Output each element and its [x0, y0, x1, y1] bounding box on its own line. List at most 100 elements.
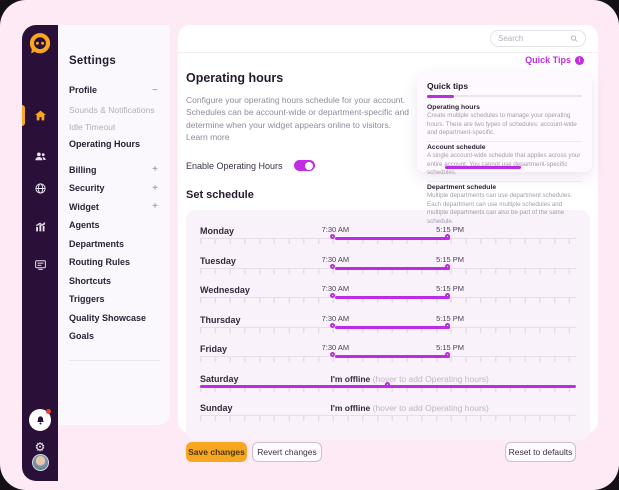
- schedule-row-friday: Friday 7:30 AM 5:15 PM: [200, 341, 576, 371]
- quick-tips-panel: Quick tips Operating hours Create multipl…: [417, 72, 592, 225]
- day-label: Friday: [200, 344, 228, 355]
- sidebar-subitems: Sounds & Notifications Idle Timeout Operat…: [69, 102, 160, 153]
- quick-tips-sections: Operating hours Create multiple schedules…: [427, 102, 582, 230]
- sidebar-item-label: Billing: [69, 164, 97, 175]
- quick-tips-scrollbar[interactable]: [445, 165, 521, 169]
- schedule-row-monday: Monday 7:30 AM 5:15 PM: [200, 223, 576, 253]
- quick-tips-link[interactable]: Quick Tips i: [525, 55, 584, 65]
- tip-body: A single account-wide schedule that appl…: [427, 152, 581, 177]
- tip-title: Department schedule: [427, 184, 497, 192]
- sidebar-subitem-operating-hours[interactable]: Operating Hours: [69, 139, 141, 149]
- expand-toggle-icon[interactable]: −: [152, 84, 158, 96]
- main-content: Operating hours Configure your operating…: [186, 71, 590, 441]
- expand-toggle-icon[interactable]: +: [152, 164, 158, 176]
- sidebar-subitem-sounds-notifications[interactable]: Sounds & Notifications: [69, 105, 155, 115]
- notifications-button[interactable]: [29, 409, 51, 431]
- active-nav-indicator: [22, 105, 25, 126]
- sidebar-item-label: Shortcuts: [69, 275, 112, 286]
- sidebar-item-quality-showcase[interactable]: Quality Showcase: [69, 309, 160, 328]
- hover-handle[interactable]: [384, 381, 390, 387]
- offline-status: I'm offline (hover to add Operating hour…: [330, 403, 489, 414]
- start-time-label: 7:30 AM: [321, 225, 350, 235]
- toggle-knob: [305, 161, 314, 170]
- sidebar-item-label: Agents: [69, 220, 100, 231]
- quick-tips-title: Quick tips: [427, 81, 469, 91]
- topbar: [178, 25, 598, 53]
- revert-changes-button[interactable]: Revert changes: [252, 442, 322, 462]
- gear-icon[interactable]: ⚙: [34, 440, 46, 454]
- quick-tips-link-label: Quick Tips: [525, 55, 571, 65]
- start-handle[interactable]: [330, 352, 336, 358]
- end-handle[interactable]: [445, 234, 451, 240]
- enable-operating-hours-toggle[interactable]: [293, 160, 315, 172]
- search-input[interactable]: [498, 34, 570, 43]
- page-title: Operating hours: [186, 71, 284, 85]
- end-handle[interactable]: [445, 293, 451, 299]
- end-handle[interactable]: [445, 263, 451, 269]
- sidebar-item-security[interactable]: Security +: [69, 179, 160, 198]
- sidebar-item-agents[interactable]: Agents: [69, 216, 160, 235]
- expand-toggle-icon[interactable]: +: [152, 182, 158, 194]
- home-icon[interactable]: [22, 105, 58, 125]
- schedule-range-bar[interactable]: [335, 355, 451, 359]
- search-icon: [570, 35, 578, 42]
- page-description-text: Configure your operating hours schedule …: [186, 95, 410, 130]
- widget-icon[interactable]: [22, 254, 58, 274]
- start-handle[interactable]: [330, 263, 336, 269]
- enable-toggle-label: Enable Operating Hours: [186, 160, 283, 171]
- end-handle[interactable]: [445, 322, 451, 328]
- sidebar-subitem-idle-timeout[interactable]: Idle Timeout: [69, 122, 116, 132]
- tip-body: Multiple departments can use department …: [427, 192, 573, 226]
- user-avatar[interactable]: [32, 454, 49, 471]
- search-box[interactable]: [490, 30, 586, 47]
- sidebar-item-label: Widget: [69, 201, 99, 212]
- sidebar-title: Settings: [69, 55, 116, 67]
- offline-status: I'm offline (hover to add Operating hour…: [330, 373, 489, 384]
- sidebar-item-widget[interactable]: Widget +: [69, 198, 160, 217]
- end-time-label: 5:15 PM: [436, 284, 464, 294]
- set-schedule-heading: Set schedule: [186, 189, 254, 202]
- main-panel: Quick Tips i Operating hours Configure y…: [178, 25, 598, 441]
- end-time-label: 5:15 PM: [436, 225, 464, 235]
- notification-badge: [46, 409, 51, 414]
- sidebar-divider: [69, 359, 160, 361]
- sidebar-item-routing-rules[interactable]: Routing Rules: [69, 253, 160, 272]
- icon-rail: ⚙: [22, 25, 58, 481]
- schedule-range-bar[interactable]: [335, 296, 451, 300]
- sidebar-item-shortcuts[interactable]: Shortcuts: [69, 272, 160, 291]
- start-time-label: 7:30 AM: [321, 254, 350, 264]
- reports-icon[interactable]: [22, 216, 58, 236]
- sidebar-item-label: Triggers: [69, 294, 105, 305]
- start-time-label: 7:30 AM: [321, 343, 350, 353]
- schedule-range-bar[interactable]: [335, 325, 451, 329]
- start-handle[interactable]: [330, 322, 336, 328]
- globe-icon[interactable]: [22, 178, 58, 198]
- save-changes-button[interactable]: Save changes: [186, 442, 247, 462]
- expand-toggle-icon[interactable]: +: [152, 201, 158, 213]
- settings-sidebar: Settings Profile − Sounds & Notifications I…: [58, 25, 170, 425]
- time-ruler[interactable]: [200, 415, 576, 423]
- day-label: Thursday: [200, 314, 241, 325]
- schedule-range-bar[interactable]: [335, 237, 451, 241]
- sidebar-item-profile[interactable]: Profile −: [69, 81, 160, 100]
- sidebar-item-goals[interactable]: Goals: [69, 327, 160, 346]
- start-time-label: 7:30 AM: [321, 284, 350, 294]
- sidebar-item-billing[interactable]: Billing +: [69, 161, 160, 180]
- team-icon[interactable]: [22, 146, 58, 166]
- reset-to-defaults-button[interactable]: Reset to defaults: [505, 442, 576, 462]
- schedule-range-bar[interactable]: [335, 266, 451, 270]
- day-label: Wednesday: [200, 285, 250, 296]
- schedule-rows: Monday 7:30 AM 5:15 PM Tuesday 7:30 AM 5:15 P…: [200, 223, 576, 430]
- day-label: Sunday: [200, 403, 233, 414]
- sidebar-item-departments[interactable]: Departments: [69, 235, 160, 254]
- schedule-row-wednesday: Wednesday 7:30 AM 5:15 PM: [200, 282, 576, 312]
- start-handle[interactable]: [330, 234, 336, 240]
- sidebar-item-label: Security: [69, 183, 105, 194]
- start-handle[interactable]: [330, 293, 336, 299]
- learn-more-link[interactable]: Learn more: [186, 131, 230, 142]
- app-logo-icon[interactable]: [27, 31, 53, 57]
- sidebar-item-triggers[interactable]: Triggers: [69, 290, 160, 309]
- end-handle[interactable]: [445, 352, 451, 358]
- sidebar-item-label: Profile: [69, 85, 98, 96]
